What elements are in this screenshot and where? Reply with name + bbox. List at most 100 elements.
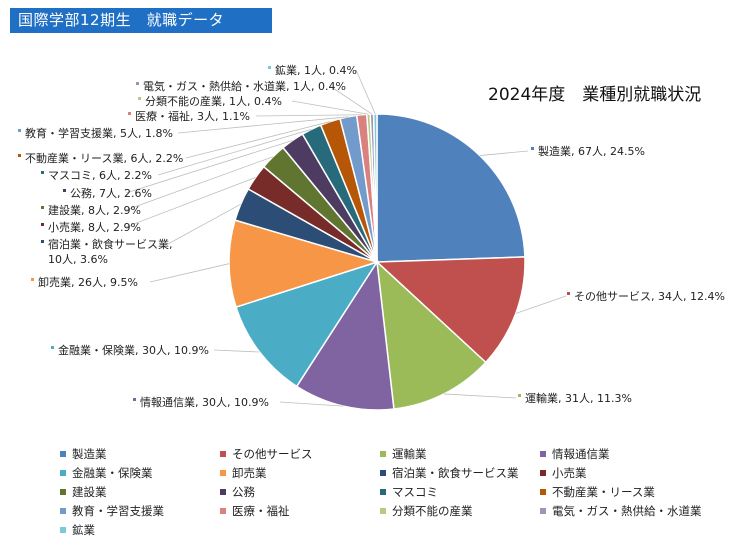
pie-chart: 製造業, 67人, 24.5% その他サービス, 34人, 12.4% 運輸業, 3…: [18, 63, 725, 411]
data-label-marker: [136, 82, 139, 85]
legend-item: 製造業: [60, 446, 220, 462]
legend-item: 鉱業: [60, 522, 220, 538]
data-label: 宿泊業・飲食サービス業,: [48, 237, 173, 251]
pie-slice: [376, 113, 526, 263]
data-label-marker: [51, 346, 54, 349]
leader-line: [291, 100, 369, 115]
pie-slice: [235, 260, 379, 388]
data-label-marker: [41, 171, 44, 174]
legend-swatch: [220, 451, 226, 457]
leader-line: [329, 85, 373, 115]
legend-label: 建設業: [72, 485, 107, 499]
pie-slice: [375, 256, 526, 364]
data-label: 教育・学習支援業, 5人, 1.8%: [25, 126, 173, 140]
data-label: 卸売業, 26人, 9.5%: [38, 275, 138, 289]
legend-item: 教育・学習支援業: [60, 503, 220, 519]
legend-label: 情報通信業: [552, 447, 610, 461]
data-label: マスコミ, 6人, 2.2%: [48, 169, 152, 182]
data-label: 小売業, 8人, 2.9%: [48, 221, 141, 234]
leader-line: [177, 116, 349, 134]
legend-swatch: [540, 451, 546, 457]
legend-label: 医療・福祉: [232, 504, 290, 518]
pie-slice: [376, 260, 487, 410]
legend-item: マスコミ: [380, 484, 540, 500]
leader-line: [255, 114, 362, 117]
leader-line: [149, 263, 230, 283]
legend-swatch: [60, 489, 66, 495]
chart-title: 2024年度 業種別就職状況: [488, 85, 702, 105]
legend-swatch: [60, 451, 66, 457]
legend-label: 分類不能の産業: [392, 504, 473, 518]
legend-label: マスコミ: [392, 485, 438, 499]
legend-label: その他サービス: [232, 447, 313, 461]
data-label: 情報通信業, 30人, 10.9%: [140, 396, 269, 409]
data-label-marker: [518, 394, 521, 397]
data-label-marker: [133, 398, 136, 401]
data-label: 電気・ガス・熱供給・水道業, 1人, 0.4%: [143, 79, 346, 93]
data-label: 鉱業, 1人, 0.4%: [275, 63, 357, 77]
data-label-marker: [531, 147, 534, 150]
data-label-marker: [18, 154, 21, 157]
legend-item: 分類不能の産業: [380, 503, 540, 519]
legend-label: 宿泊業・飲食サービス業: [392, 466, 519, 480]
data-label: 不動産業・リース業, 6人, 2.2%: [25, 151, 183, 165]
legend-label: 不動産業・リース業: [552, 485, 655, 499]
legend-item: 建設業: [60, 484, 220, 500]
data-label-marker: [41, 206, 44, 209]
legend-label: 運輸業: [392, 447, 427, 461]
leader-line: [479, 150, 529, 156]
legend-label: 公務: [232, 485, 255, 499]
data-label-marker: [31, 278, 34, 281]
data-label: 製造業, 67人, 24.5%: [538, 144, 645, 158]
legend-swatch: [540, 489, 546, 495]
pie-slice: [228, 219, 380, 309]
data-label: 医療・福祉, 3人, 1.1%: [135, 109, 250, 123]
data-label: 10人, 3.6%: [48, 253, 108, 266]
legend-label: 教育・学習支援業: [72, 504, 164, 518]
data-label-marker: [63, 189, 66, 192]
data-label-marker: [41, 240, 44, 243]
legend-item: 運輸業: [380, 446, 540, 462]
legend-item: 医療・福祉: [220, 503, 380, 519]
chart-legend: 製造業 その他サービス 運輸業 情報通信業金融業・保険業 卸売業 宿泊業・飲食サービス業 小…: [60, 446, 740, 538]
legend-label: 小売業: [552, 466, 587, 480]
legend-item: 電気・ガス・熱供給・水道業: [540, 503, 710, 519]
legend-swatch: [220, 508, 226, 514]
legend-swatch: [380, 451, 386, 457]
leader-line: [185, 121, 331, 159]
leader-line: [279, 401, 344, 407]
legend-label: 製造業: [72, 447, 107, 461]
legend-item: 卸売業: [220, 465, 380, 481]
leader-line: [213, 349, 260, 353]
legend-swatch: [60, 508, 66, 514]
legend-label: 金融業・保険業: [72, 466, 153, 480]
pie-slice: [295, 259, 395, 411]
legend-swatch: [60, 470, 66, 476]
data-label: 分類不能の産業, 1人, 0.4%: [145, 94, 282, 108]
leader-line: [355, 69, 376, 115]
legend-item: 小売業: [540, 465, 710, 481]
data-label: 公務, 7人, 2.6%: [70, 186, 152, 200]
legend-swatch: [220, 470, 226, 476]
legend-swatch: [380, 508, 386, 514]
legend-swatch: [540, 470, 546, 476]
data-label-marker: [138, 97, 141, 100]
legend-swatch: [380, 470, 386, 476]
data-label-marker: [268, 66, 271, 69]
leader-line: [125, 177, 256, 228]
leader-line: [157, 128, 312, 176]
data-label-marker: [567, 292, 570, 295]
banner-title: 国際学部12期生 就職データ: [10, 8, 272, 33]
data-label: 建設業, 8人, 2.9%: [48, 203, 141, 217]
data-label-marker: [128, 112, 131, 115]
data-label: その他サービス, 34人, 12.4%: [574, 290, 725, 303]
legend-swatch: [60, 527, 66, 533]
legend-swatch: [220, 489, 226, 495]
legend-item: 不動産業・リース業: [540, 484, 710, 500]
legend-label: 卸売業: [232, 466, 267, 480]
leader-line: [167, 203, 241, 245]
leader-line: [125, 140, 293, 194]
leader-line: [515, 295, 567, 314]
legend-item: 金融業・保険業: [60, 465, 220, 481]
leader-line: [125, 156, 274, 211]
